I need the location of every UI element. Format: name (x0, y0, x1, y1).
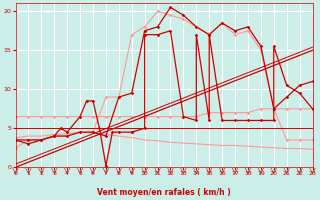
X-axis label: Vent moyen/en rafales ( km/h ): Vent moyen/en rafales ( km/h ) (97, 188, 231, 197)
